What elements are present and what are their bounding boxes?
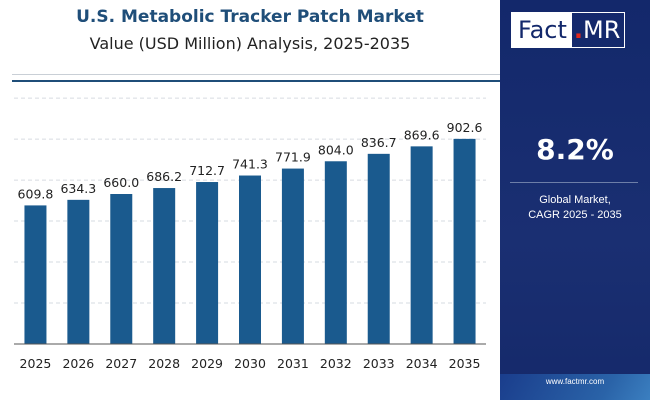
data-label-2026: 634.3 <box>60 181 96 196</box>
cagr-divider <box>510 182 638 183</box>
bar-2026 <box>67 199 90 344</box>
factmr-logo: Fact .MR <box>511 12 641 48</box>
x-tick-2030: 2030 <box>234 356 266 371</box>
data-label-2035: 902.6 <box>447 120 483 135</box>
data-label-2031: 771.9 <box>275 150 311 165</box>
x-tick-2026: 2026 <box>62 356 94 371</box>
bar-2032 <box>324 161 347 344</box>
cagr-line-2: CAGR 2025 - 2035 <box>528 209 622 221</box>
x-tick-2029: 2029 <box>191 356 223 371</box>
title-divider-light <box>12 74 500 75</box>
bar-2028 <box>153 188 176 344</box>
logo-main-text: Fact <box>511 12 572 48</box>
website-url: www.factmr.com <box>545 377 605 386</box>
bar-2034 <box>410 146 433 344</box>
x-tick-2033: 2033 <box>363 356 395 371</box>
bar-2033 <box>367 153 390 344</box>
cagr-line-1: Global Market, <box>539 194 611 206</box>
bar-2030 <box>239 175 261 344</box>
title-block: U.S. Metabolic Tracker Patch Market Valu… <box>0 4 500 58</box>
title-divider-dark <box>12 80 500 82</box>
data-label-2032: 804.0 <box>318 142 354 157</box>
data-label-2025: 609.8 <box>18 186 54 201</box>
bar-2025 <box>24 205 47 344</box>
bar-2035 <box>453 138 476 344</box>
side-panel: Fact .MR <box>500 0 650 400</box>
logo-tail-wrap: .MR <box>571 12 626 48</box>
data-label-2029: 712.7 <box>189 163 225 178</box>
logo-tail-text: MR <box>583 16 621 44</box>
data-label-2030: 741.3 <box>232 157 268 172</box>
bar-chart: 609.8 2025 634.3 2026 660.0 2027 686.2 2028 712.… <box>14 97 486 371</box>
x-tick-2032: 2032 <box>320 356 352 371</box>
chart-title: U.S. Metabolic Tracker Patch Market <box>76 7 424 27</box>
x-tick-2031: 2031 <box>277 356 309 371</box>
data-label-2028: 686.2 <box>146 169 182 184</box>
x-tick-2025: 2025 <box>20 356 52 371</box>
chart-subtitle: Value (USD Million) Analysis, 2025-2035 <box>89 34 411 53</box>
bar-2031 <box>281 168 304 344</box>
data-label-2027: 660.0 <box>103 175 139 190</box>
data-label-2034: 869.6 <box>404 127 440 142</box>
x-tick-2028: 2028 <box>148 356 180 371</box>
x-tick-2035: 2035 <box>449 356 481 371</box>
bar-2029 <box>196 182 219 344</box>
logo-dot: . <box>573 16 584 44</box>
cagr-description: Global Market, CAGR 2025 - 2035 <box>500 193 650 223</box>
cagr-value: 8.2% <box>536 133 614 166</box>
x-tick-2027: 2027 <box>105 356 137 371</box>
data-label-2033: 836.7 <box>361 135 397 150</box>
x-tick-2034: 2034 <box>406 356 438 371</box>
panel-footer-strip <box>500 374 650 400</box>
bar-2027 <box>110 194 133 344</box>
